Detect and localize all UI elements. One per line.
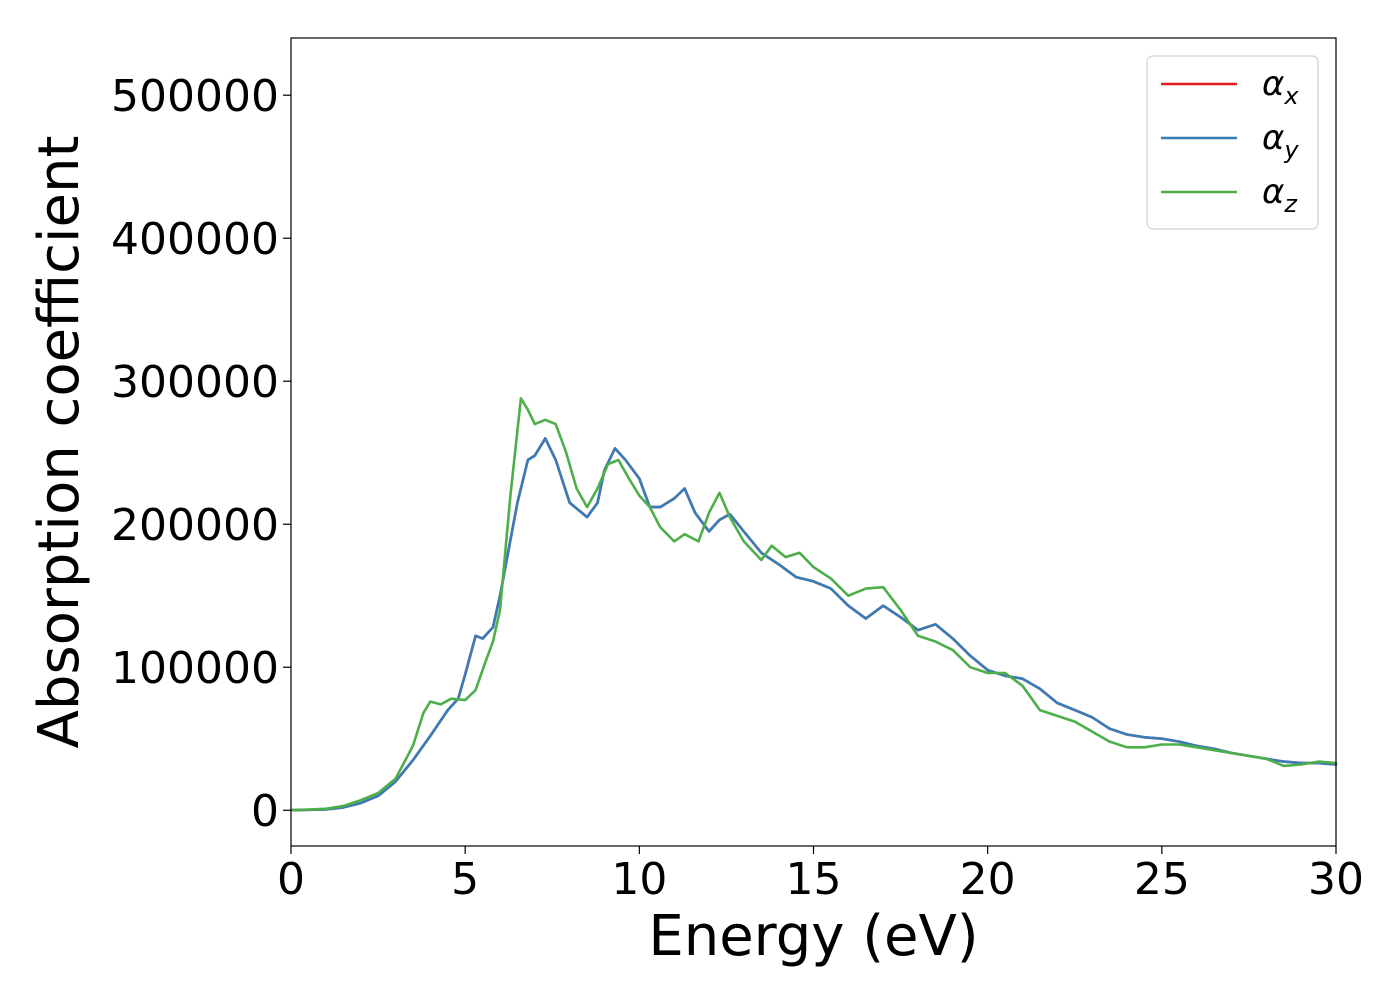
x-tick-label: 10 <box>611 854 667 905</box>
x-axis-ticks: 0 5 10 15 20 25 30 <box>277 846 1364 905</box>
x-axis-label: Energy (eV) <box>648 904 978 969</box>
y-axis-ticks: 0 100000 200000 300000 400000 500000 <box>111 71 291 837</box>
series-layer <box>289 397 1338 812</box>
y-tick-label: 300000 <box>111 357 279 408</box>
x-tick-label: 5 <box>451 854 479 905</box>
x-tick-label: 15 <box>786 854 842 905</box>
legend: αx αy αz <box>1146 55 1319 230</box>
y-axis-label: Absorption coefficient <box>27 136 92 749</box>
legend-label-y: αy <box>1262 118 1299 164</box>
x-tick-label: 0 <box>277 854 305 905</box>
x-tick-label: 25 <box>1134 854 1190 905</box>
series-line-z <box>289 397 1338 812</box>
y-tick-label: 200000 <box>111 500 279 551</box>
y-tick-label: 500000 <box>111 71 279 122</box>
y-tick-label: 100000 <box>111 643 279 694</box>
x-tick-label: 30 <box>1308 854 1364 905</box>
legend-label-x: αx <box>1262 64 1299 110</box>
x-tick-label: 20 <box>960 854 1016 905</box>
series-line-y <box>289 437 1338 812</box>
y-tick-label: 400000 <box>111 214 279 265</box>
legend-label-z: αz <box>1262 172 1298 218</box>
legend-box <box>1146 55 1319 230</box>
y-tick-label: 0 <box>251 786 279 837</box>
series-line-x <box>289 437 1338 812</box>
